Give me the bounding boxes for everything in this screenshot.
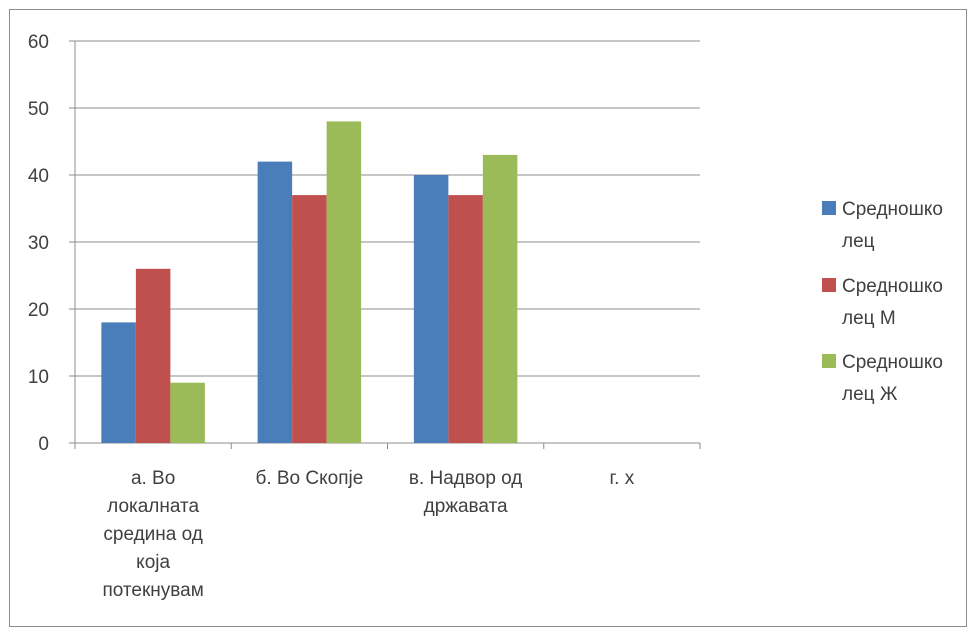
y-tick-label: 60 — [28, 32, 49, 53]
x-category-label: а. Во — [131, 468, 175, 489]
bar — [326, 121, 362, 444]
x-category-label: средина од — [103, 524, 203, 545]
bar — [292, 195, 327, 443]
bar — [135, 268, 171, 443]
bar — [170, 382, 205, 443]
y-tick-label: 40 — [28, 166, 49, 187]
x-category-label: државата — [424, 496, 508, 517]
y-tick-label: 0 — [38, 434, 49, 455]
y-tick-label: 50 — [28, 99, 49, 120]
y-tick-label: 10 — [28, 367, 49, 388]
legend-label: Средношко — [842, 199, 943, 220]
legend-label: лец Ж — [842, 384, 898, 405]
bar — [448, 195, 483, 443]
y-tick-label: 20 — [28, 300, 49, 321]
x-category-label: локалната — [107, 496, 199, 517]
legend-label: лец М — [842, 308, 896, 329]
legend-label: Средношко — [842, 276, 943, 297]
y-tick-label: 30 — [28, 233, 49, 254]
x-category-label: г. х — [610, 468, 635, 489]
bar — [101, 322, 136, 443]
legend-label: Средношко — [842, 352, 943, 373]
x-category-label: в. Надвор од — [409, 468, 523, 489]
x-category-label: потекнувам — [102, 580, 203, 601]
bar — [257, 161, 293, 443]
legend-label: лец — [842, 231, 875, 252]
legend-swatch — [822, 201, 836, 215]
x-category-label: која — [136, 552, 170, 573]
bar — [413, 175, 449, 443]
legend-swatch — [822, 278, 836, 292]
x-category-label: б. Во Скопје — [255, 468, 363, 489]
bar — [482, 154, 518, 443]
legend-swatch — [822, 354, 836, 368]
